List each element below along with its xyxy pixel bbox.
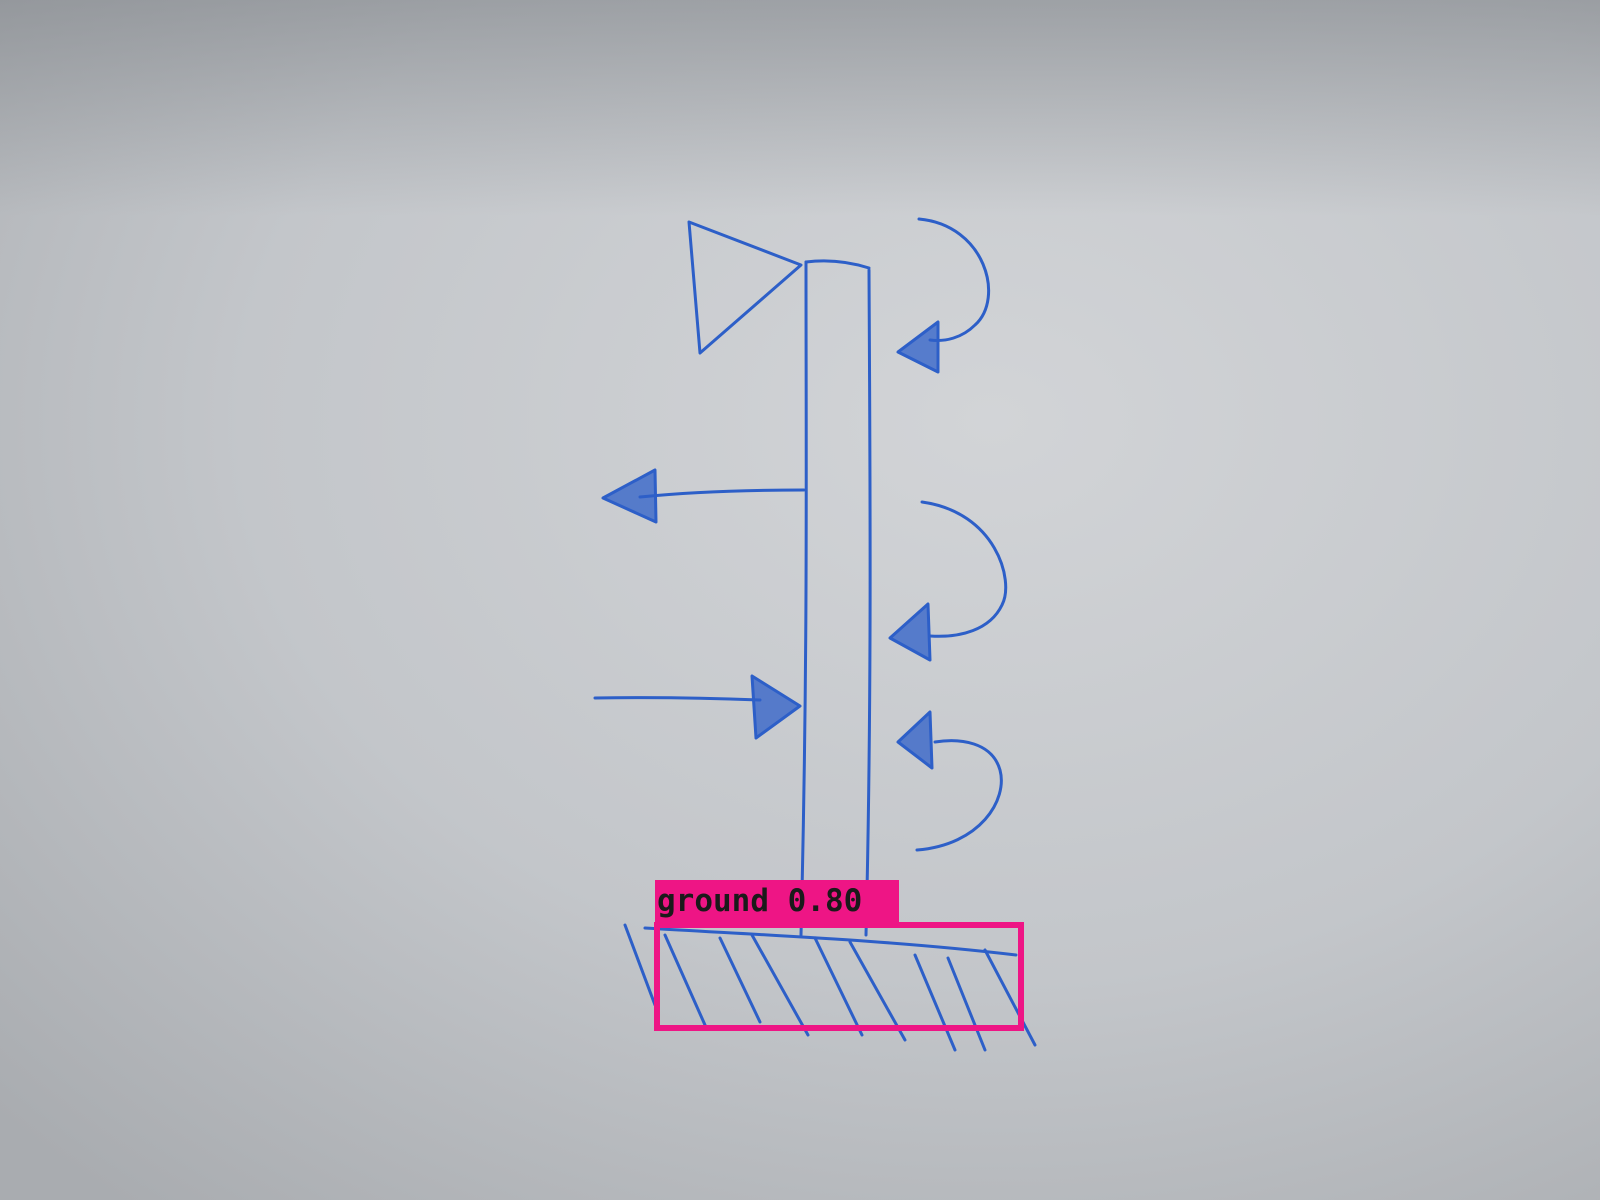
ground-hatching xyxy=(623,923,1037,1052)
hand-drawn-sketch xyxy=(593,217,1037,1052)
moment-arrow-bottom xyxy=(915,739,1003,852)
moment-arrowhead-top-icon xyxy=(896,320,940,374)
right-arrowhead-icon xyxy=(750,674,802,740)
left-force-arrow-shaft xyxy=(638,488,806,499)
left-arrowhead-icon xyxy=(601,468,658,524)
beam-left-edge xyxy=(799,260,808,937)
ground-line xyxy=(643,926,1018,957)
detection-label: ground 0.80 xyxy=(655,880,866,922)
moment-arrow-top xyxy=(917,217,991,342)
right-force-arrow-shaft xyxy=(593,696,762,702)
moment-arrow-middle xyxy=(920,500,1008,638)
detection-label-background xyxy=(655,880,899,922)
detection-class-name: ground xyxy=(657,883,769,919)
detection-bounding-box xyxy=(654,922,1024,1031)
load-triangle-icon xyxy=(687,220,803,355)
beam-right-edge xyxy=(864,268,872,937)
beam-top-edge xyxy=(804,259,871,270)
moment-arrowhead-bottom-icon xyxy=(896,710,934,770)
detection-score: 0.80 xyxy=(787,883,863,919)
moment-arrowhead-middle-icon xyxy=(888,602,932,662)
